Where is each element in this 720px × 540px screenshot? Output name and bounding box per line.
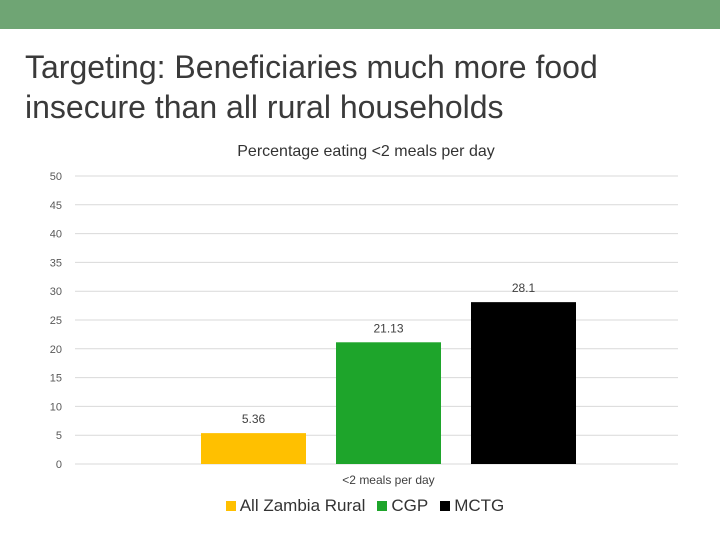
bar [201, 433, 306, 464]
y-tick-label: 0 [56, 459, 62, 471]
bar [336, 342, 441, 464]
y-tick-label: 25 [50, 315, 62, 327]
y-tick-label: 30 [50, 286, 62, 298]
chart-legend: All Zambia Rural CGP MCTG [0, 496, 720, 516]
bar-chart: 0 5 10 15 20 25 30 35 40 45 50 5.36 21.13 28.1 <2 meal… [50, 171, 678, 487]
legend-swatch [225, 501, 236, 511]
y-tick-label: 10 [50, 401, 62, 413]
bar-data-label: 21.13 [373, 321, 403, 335]
slide-title: Targeting: Beneficiaries much more food … [25, 49, 598, 125]
bar-data-label: 5.36 [242, 412, 266, 426]
x-category-label: <2 meals per day [342, 473, 434, 487]
legend-label: MCTG [454, 496, 505, 515]
bar-data-label: 28.1 [512, 281, 536, 295]
top-accent-bar [0, 0, 720, 29]
legend-item: MCTG [440, 496, 504, 516]
legend-swatch [377, 501, 388, 511]
legend-item: CGP [377, 496, 428, 516]
y-tick-label: 50 [50, 171, 62, 183]
legend-swatch [440, 501, 451, 511]
y-tick-label: 20 [50, 344, 62, 356]
y-tick-label: 5 [56, 430, 62, 442]
bar [471, 302, 576, 464]
y-tick-label: 45 [50, 200, 62, 212]
y-tick-label: 40 [50, 229, 62, 241]
y-tick-label: 35 [50, 257, 62, 269]
chart-title: Percentage eating <2 meals per day [237, 143, 495, 160]
legend-label: CGP [391, 496, 429, 515]
legend-label: All Zambia Rural [239, 496, 366, 515]
y-tick-label: 15 [50, 373, 62, 385]
legend-item: All Zambia Rural [225, 496, 366, 516]
